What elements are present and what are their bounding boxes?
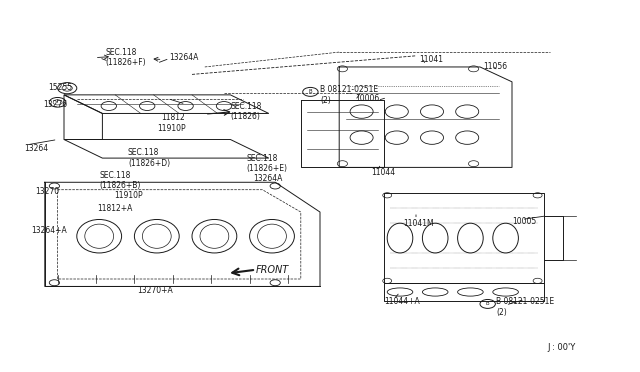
- Text: B: B: [308, 89, 312, 94]
- Text: 10006: 10006: [355, 94, 380, 103]
- Text: SEC.118
(11826+D): SEC.118 (11826+D): [128, 148, 170, 168]
- Text: 13270: 13270: [35, 187, 60, 196]
- Text: 11044+A: 11044+A: [384, 297, 420, 306]
- Text: 13270+A: 13270+A: [138, 286, 173, 295]
- Text: B 08121-0251E
(2): B 08121-0251E (2): [496, 297, 554, 317]
- Text: 15255: 15255: [48, 83, 72, 92]
- Text: 11044: 11044: [371, 169, 396, 177]
- Text: 11056: 11056: [483, 62, 508, 71]
- Text: B: B: [486, 301, 490, 307]
- Text: 11041: 11041: [419, 55, 444, 64]
- Text: 11812+A: 11812+A: [97, 204, 132, 213]
- Text: J : 00'Y: J : 00'Y: [547, 343, 575, 352]
- Text: 11812: 11812: [161, 113, 185, 122]
- Text: FRONT: FRONT: [256, 265, 289, 275]
- Text: SEC.118
(11826): SEC.118 (11826): [230, 102, 262, 121]
- Text: 13264A: 13264A: [253, 174, 282, 183]
- Text: 13276: 13276: [44, 100, 68, 109]
- Text: 13264: 13264: [24, 144, 49, 153]
- Text: SEC.118
(11826+F): SEC.118 (11826+F): [106, 48, 146, 67]
- Text: 11041M: 11041M: [403, 219, 434, 228]
- Text: 10005: 10005: [512, 217, 536, 226]
- Text: SEC.118
(11826+E): SEC.118 (11826+E): [246, 154, 287, 173]
- Text: 11910P: 11910P: [114, 191, 143, 200]
- Text: 11910P: 11910P: [157, 124, 186, 133]
- Text: B 08121-0251E
(2): B 08121-0251E (2): [320, 85, 378, 105]
- Text: 13264+A: 13264+A: [31, 226, 67, 235]
- Text: SEC.118
(11826+B): SEC.118 (11826+B): [99, 171, 141, 190]
- Text: 13264A: 13264A: [170, 53, 199, 62]
